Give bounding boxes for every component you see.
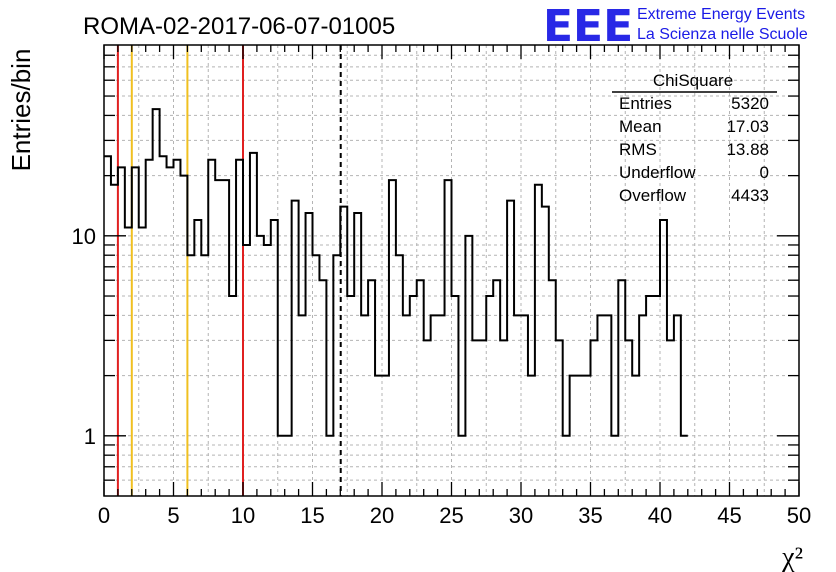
stats-row-label: Overflow: [619, 186, 687, 205]
stats-rows: Entries 5320 Mean 17.03 RMS 13.88 Underflow 0 Ov…: [619, 94, 769, 205]
x-tick-label: 35: [578, 503, 602, 528]
y-tick-label: 10: [72, 224, 96, 249]
chart-title: ROMA-02-2017-06-07-01005: [83, 13, 395, 40]
logo-line-1: Extreme Energy Events: [637, 6, 805, 23]
histogram-series: [104, 108, 688, 437]
logo-line-2: La Scienza nelle Scuole: [637, 26, 808, 43]
stats-row-value: 4433: [731, 186, 769, 205]
x-tick-label: 25: [439, 503, 463, 528]
stats-row-label: Underflow: [619, 163, 696, 182]
x-tick-label: 10: [231, 503, 255, 528]
stats-name: ChiSquare: [653, 71, 733, 90]
x-tick-label: 20: [370, 503, 394, 528]
stats-row-value: 5320: [731, 94, 769, 113]
x-tick-label: 0: [98, 503, 110, 528]
x-tick-label: 30: [509, 503, 533, 528]
stats-row-value: 0: [760, 163, 769, 182]
axis-ticks: 0 5 10 15 20 25 30 35 40 45 50 1 10: [72, 45, 811, 528]
y-axis-label: Entries/bin: [6, 49, 36, 172]
histogram-outline: [104, 108, 688, 437]
grid: [104, 45, 799, 496]
reference-lines: [116, 45, 342, 496]
stats-row-label: Mean: [619, 117, 662, 136]
stats-row-value: 13.88: [726, 140, 769, 159]
stats-box: ChiSquare Entries 5320 Mean 17.03 RMS 13.88 Un…: [612, 71, 777, 205]
x-tick-label: 50: [787, 503, 811, 528]
x-axis-label: χ²: [781, 542, 803, 572]
logo-mark: EEE: [543, 1, 633, 52]
x-tick-label: 15: [300, 503, 324, 528]
x-tick-label: 5: [167, 503, 179, 528]
stats-row-label: Entries: [619, 94, 672, 113]
eee-logo: EEE Extreme Energy Events La Scienza nel…: [543, 1, 808, 52]
stats-row-label: RMS: [619, 140, 657, 159]
x-tick-label: 45: [717, 503, 741, 528]
stats-row-value: 17.03: [726, 117, 769, 136]
y-tick-label: 1: [84, 424, 96, 449]
x-tick-label: 40: [648, 503, 672, 528]
